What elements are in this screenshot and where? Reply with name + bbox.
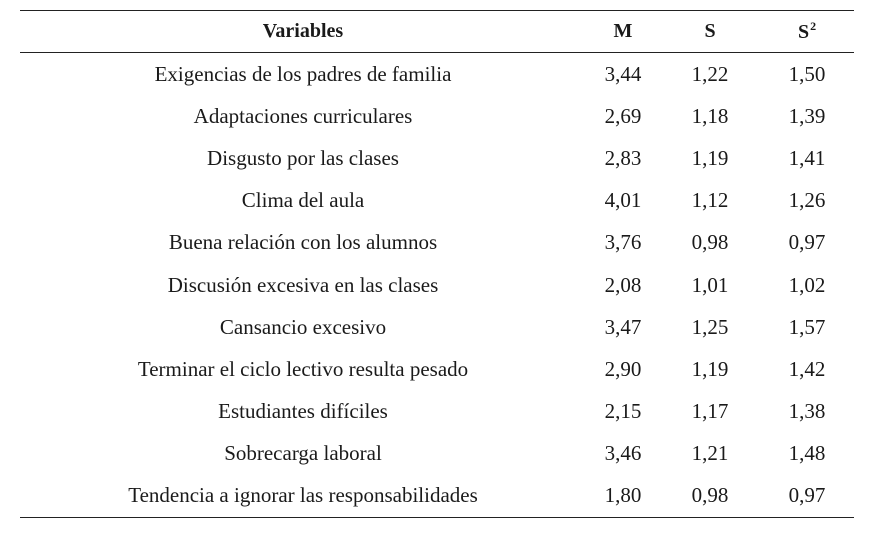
std-dev-cell: 1,25 <box>691 314 729 339</box>
std-dev-cell: 1,21 <box>691 441 729 466</box>
table-row: Disgusto por las clases 2,83 1,19 1,41 <box>20 137 854 179</box>
variable-cell: Disgusto por las clases <box>207 145 399 170</box>
table-header: Variables M S S2 <box>20 10 854 53</box>
table-row: Adaptaciones curriculares 2,69 1,18 1,39 <box>20 95 854 137</box>
std-dev-cell: 1,22 <box>691 61 729 86</box>
mean-cell: 2,69 <box>604 103 642 128</box>
table-row: Sobrecarga laboral 3,46 1,21 1,48 <box>20 433 854 475</box>
variable-cell: Buena relación con los alumnos <box>168 230 438 255</box>
variance-cell: 1,41 <box>788 145 826 170</box>
variance-cell: 0,97 <box>788 230 826 255</box>
mean-cell: 3,44 <box>604 61 642 86</box>
header-variance-base: S <box>797 21 810 43</box>
std-dev-cell: 0,98 <box>691 483 729 508</box>
variable-cell: Sobrecarga laboral <box>224 441 382 466</box>
variance-cell: 1,57 <box>788 314 826 339</box>
mean-cell: 3,76 <box>604 230 642 255</box>
table-row: Estudiantes difíciles 2,15 1,17 1,38 <box>20 391 854 433</box>
variance-cell: 1,48 <box>788 441 826 466</box>
variable-cell: Adaptaciones curriculares <box>193 103 413 128</box>
variable-cell: Clima del aula <box>241 188 365 213</box>
variance-cell: 1,39 <box>788 103 826 128</box>
std-dev-cell: 1,19 <box>691 145 729 170</box>
header-mean: M <box>613 20 633 42</box>
mean-cell: 3,47 <box>604 314 642 339</box>
std-dev-cell: 1,12 <box>691 188 729 213</box>
std-dev-cell: 1,17 <box>691 399 729 424</box>
header-variance-exponent: 2 <box>810 19 817 33</box>
table-row: Buena relación con los alumnos 3,76 0,98 0,… <box>20 222 854 264</box>
table-row: Cansancio excesivo 3,47 1,25 1,57 <box>20 306 854 348</box>
mean-cell: 3,46 <box>604 441 642 466</box>
std-dev-cell: 1,19 <box>691 356 729 381</box>
mean-cell: 2,15 <box>604 399 642 424</box>
mean-cell: 4,01 <box>604 188 642 213</box>
variance-cell: 0,97 <box>788 483 826 508</box>
variable-cell: Estudiantes difíciles <box>218 399 388 424</box>
variance-cell: 1,42 <box>788 356 826 381</box>
variance-cell: 1,26 <box>788 188 826 213</box>
variable-cell: Tendencia a ignorar las responsabilidade… <box>128 483 478 508</box>
table-row: Discusión excesiva en las clases 2,08 1,01… <box>20 264 854 306</box>
table-row: Exigencias de los padres de familia 3,44 1… <box>20 53 854 96</box>
header-variance: S2 <box>760 11 854 53</box>
header-std-dev: S <box>704 20 716 42</box>
variance-cell: 1,02 <box>788 272 826 297</box>
variance-cell: 1,38 <box>788 399 826 424</box>
std-dev-cell: 0,98 <box>691 230 729 255</box>
table-row: Terminar el ciclo lectivo resulta pesado… <box>20 348 854 390</box>
std-dev-cell: 1,01 <box>691 272 729 297</box>
variable-cell: Cansancio excesivo <box>219 314 387 339</box>
variable-cell: Terminar el ciclo lectivo resulta pesado <box>137 356 469 381</box>
std-dev-cell: 1,18 <box>691 103 729 128</box>
header-variables: Variables <box>262 20 344 42</box>
header-row: Variables M S S2 <box>20 10 854 53</box>
statistics-table-container: Variables M S S2 Exigencias de los padre… <box>20 10 854 518</box>
mean-cell: 2,90 <box>604 356 642 381</box>
variance-cell: 1,50 <box>788 61 826 86</box>
mean-cell: 2,08 <box>604 272 642 297</box>
table-row: Clima del aula 4,01 1,12 1,26 <box>20 180 854 222</box>
table-row: Tendencia a ignorar las responsabilidade… <box>20 475 854 518</box>
mean-cell: 1,80 <box>604 483 642 508</box>
variable-cell: Discusión excesiva en las clases <box>167 272 439 297</box>
statistics-table: Variables M S S2 Exigencias de los padre… <box>20 10 854 518</box>
mean-cell: 2,83 <box>604 145 642 170</box>
variable-cell: Exigencias de los padres de familia <box>154 61 452 86</box>
table-body: Exigencias de los padres de familia 3,44 1… <box>20 53 854 518</box>
